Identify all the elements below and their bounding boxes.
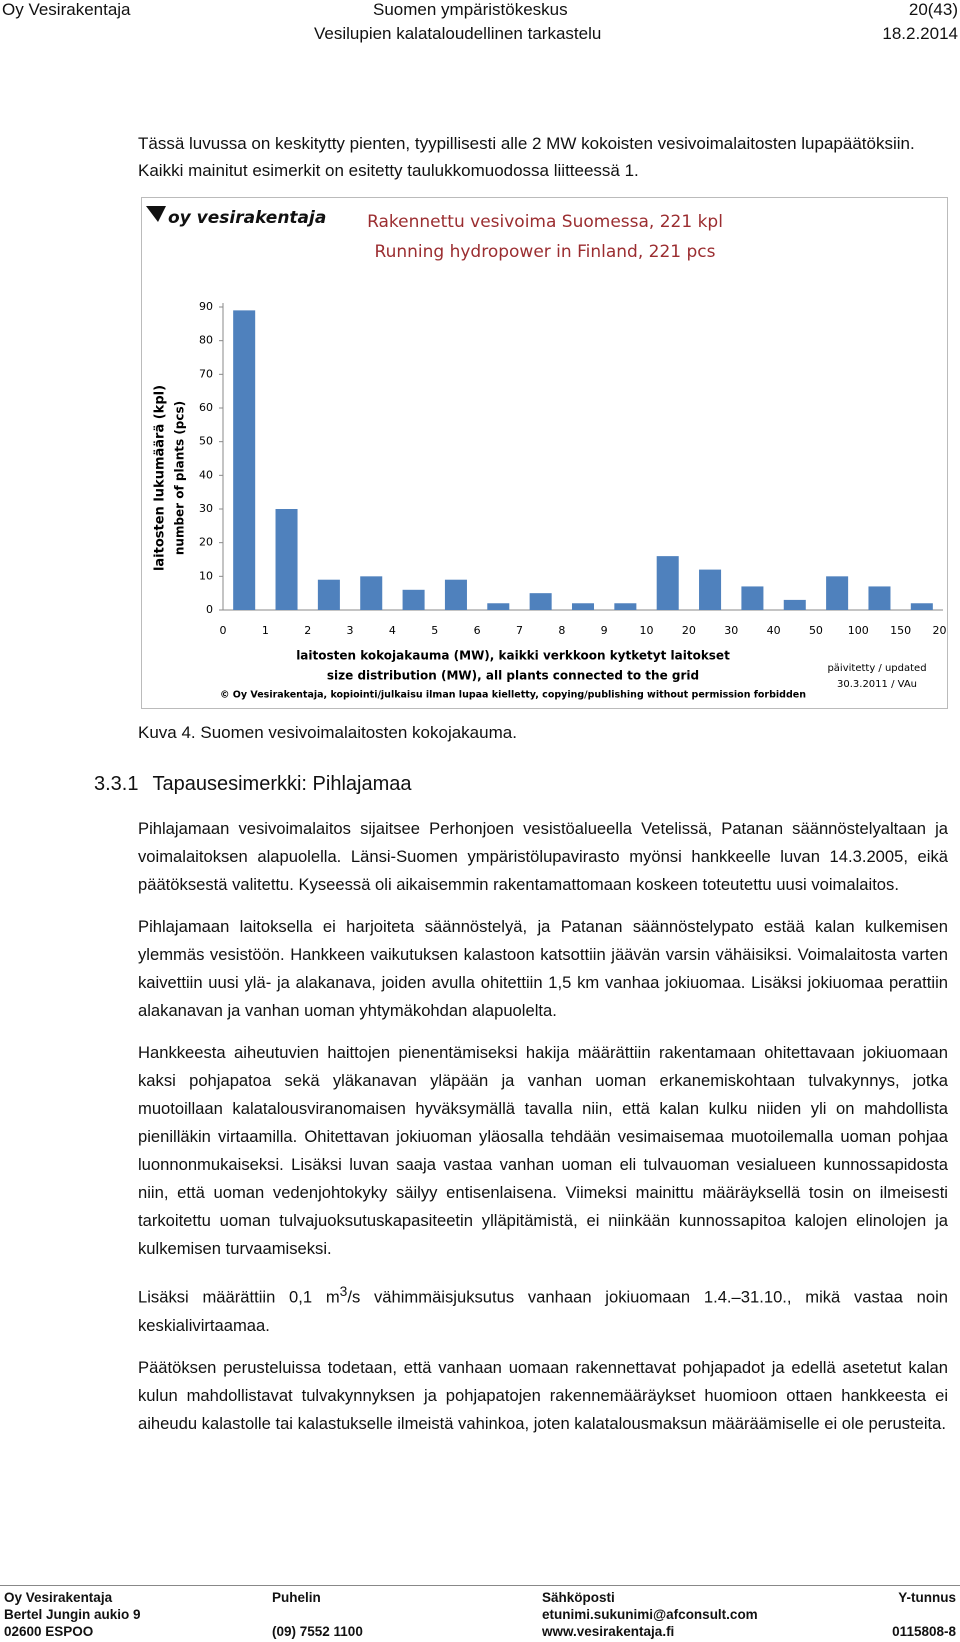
- bar: [317, 579, 340, 610]
- y-tick-label: 0: [206, 603, 213, 616]
- x-tick-label: 2: [304, 624, 311, 637]
- bar: [699, 569, 722, 610]
- y-tick-label: 80: [199, 334, 213, 347]
- header-date: 18.2.2014: [882, 24, 958, 43]
- chart-title: Running hydropower in Finland, 221 pcs: [375, 242, 716, 262]
- bar: [487, 603, 510, 610]
- bar: [529, 593, 552, 610]
- logo-mark: [146, 206, 166, 222]
- x-axis-title: size distribution (MW), all plants conne…: [327, 669, 699, 683]
- bar: [275, 509, 298, 610]
- footer-line: Oy Vesirakentaja: [4, 1590, 113, 1605]
- chart: oy vesirakentaja Rakennettu vesivoima Su…: [146, 206, 954, 701]
- section-title: Tapausesimerkki: Pihlajamaa: [152, 773, 412, 795]
- bar: [910, 603, 933, 610]
- header-report: Vesilupien kalataloudellinen tarkastelu: [314, 24, 602, 43]
- x-tick-label: 6: [474, 624, 481, 637]
- chart-title: Rakennettu vesivoima Suomessa, 221 kpl: [367, 212, 723, 232]
- intro-paragraph: Tässä luvussa on keskitytty pienten, tyy…: [138, 134, 915, 180]
- x-tick-label: 10: [640, 624, 654, 637]
- x-tick-label: 0: [220, 624, 227, 637]
- x-tick-label: 4: [389, 624, 396, 637]
- y-axis-title: number of plants (pcs): [173, 401, 187, 555]
- footer-column: Y-tunnus 0115808-8: [892, 1589, 956, 1640]
- bar: [783, 599, 806, 610]
- paragraph: Pihlajamaan laitoksella ei harjoiteta sä…: [138, 917, 948, 1020]
- footer-line: www.vesirakentaja.fi: [542, 1624, 675, 1639]
- header-client: Suomen ympäristökeskus: [373, 0, 568, 19]
- bar: [741, 586, 764, 610]
- bar: [656, 556, 679, 610]
- x-tick-label: 3: [347, 624, 354, 637]
- footer-column: Sähköposti etunimi.sukunimi@afconsult.com…: [542, 1589, 758, 1640]
- footer-line: Bertel Jungin aukio 9: [4, 1607, 141, 1622]
- superscript: 3: [339, 1283, 348, 1299]
- x-tick-label: 200: [933, 624, 948, 637]
- updated-note: 30.3.2011 / VAu: [837, 679, 917, 690]
- bar: [360, 576, 383, 610]
- header-page: 20(43): [908, 0, 958, 19]
- text: /s vähimmäisjuksutus vanhaan jokiuomaan …: [138, 1287, 948, 1335]
- bar: [826, 576, 849, 610]
- x-tick-label: 9: [601, 624, 608, 637]
- y-tick-label: 50: [199, 435, 213, 448]
- x-tick-label: 5: [431, 624, 438, 637]
- footer-line: etunimi.sukunimi@afconsult.com: [542, 1607, 758, 1622]
- x-tick-label: 7: [516, 624, 523, 637]
- y-tick-label: 60: [199, 401, 213, 414]
- y-tick-label: 70: [199, 367, 213, 380]
- footer-line: Sähköposti: [542, 1590, 615, 1605]
- y-tick-label: 10: [199, 569, 213, 582]
- paragraph: Pihlajamaan vesivoimalaitos sijaitsee Pe…: [138, 819, 948, 894]
- x-tick-label: 8: [558, 624, 565, 637]
- bar: [444, 579, 467, 610]
- y-tick-label: 20: [199, 536, 213, 549]
- section-heading: 3.3.1 Tapausesimerkki: Pihlajamaa: [94, 773, 412, 796]
- text: Lisäksi määrättiin 0,1 m: [138, 1287, 340, 1307]
- section-number: 3.3.1: [94, 773, 139, 795]
- figure-caption: Kuva 4. Suomen vesivoimalaitosten kokoja…: [138, 723, 517, 742]
- chart-frame: oy vesirakentaja Rakennettu vesivoima Su…: [141, 197, 954, 709]
- footer-column: Oy Vesirakentaja Bertel Jungin aukio 9 026…: [4, 1589, 141, 1640]
- footer-line: 0115808-8: [892, 1624, 956, 1639]
- x-axis-title: laitosten kokojakauma (MW), kaikki verkk…: [296, 649, 730, 663]
- header-company: Oy Vesirakentaja: [2, 0, 131, 19]
- footer-line: Y-tunnus: [898, 1590, 956, 1605]
- bar: [571, 603, 595, 610]
- x-tick-label: 150: [890, 624, 911, 637]
- footer-line: 02600 ESPOO: [4, 1624, 94, 1639]
- paragraph: Päätöksen perusteluissa todetaan, että v…: [138, 1357, 948, 1433]
- bar: [868, 586, 891, 610]
- paragraph: Lisäksi määrättiin 0,1 m3/s vähimmäisjuk…: [138, 1277, 948, 1340]
- copyright: © Oy Vesirakentaja, kopiointi/julkaisu i…: [220, 690, 806, 701]
- body-text: Pihlajamaan vesivoimalaitos sijaitsee Pe…: [138, 815, 948, 1452]
- y-tick-label: 40: [199, 468, 213, 481]
- y-tick-label: 30: [199, 502, 213, 515]
- y-axis-title: laitosten lukumäärä (kpl): [153, 385, 168, 571]
- x-tick-label: 20: [682, 624, 696, 637]
- bar: [402, 589, 425, 610]
- footer-column: Puhelin (09) 7552 1100: [272, 1589, 363, 1640]
- bar: [233, 310, 256, 610]
- x-tick-label: 40: [767, 624, 781, 637]
- updated-note: päivitetty / updated: [827, 663, 926, 674]
- x-tick-label: 50: [809, 624, 823, 637]
- x-tick-label: 1: [262, 624, 269, 637]
- footer: Oy Vesirakentaja Bertel Jungin aukio 9 026…: [0, 1585, 960, 1642]
- bar: [614, 603, 637, 610]
- x-tick-label: 30: [724, 624, 738, 637]
- paragraph: Hankkeesta aiheutuvien haittojen pienent…: [138, 1043, 948, 1258]
- logo: oy vesirakentaja: [168, 208, 326, 228]
- x-tick-label: 100: [848, 624, 869, 637]
- footer-line: (09) 7552 1100: [272, 1624, 363, 1639]
- footer-line: Puhelin: [272, 1590, 321, 1605]
- y-tick-label: 90: [199, 300, 213, 313]
